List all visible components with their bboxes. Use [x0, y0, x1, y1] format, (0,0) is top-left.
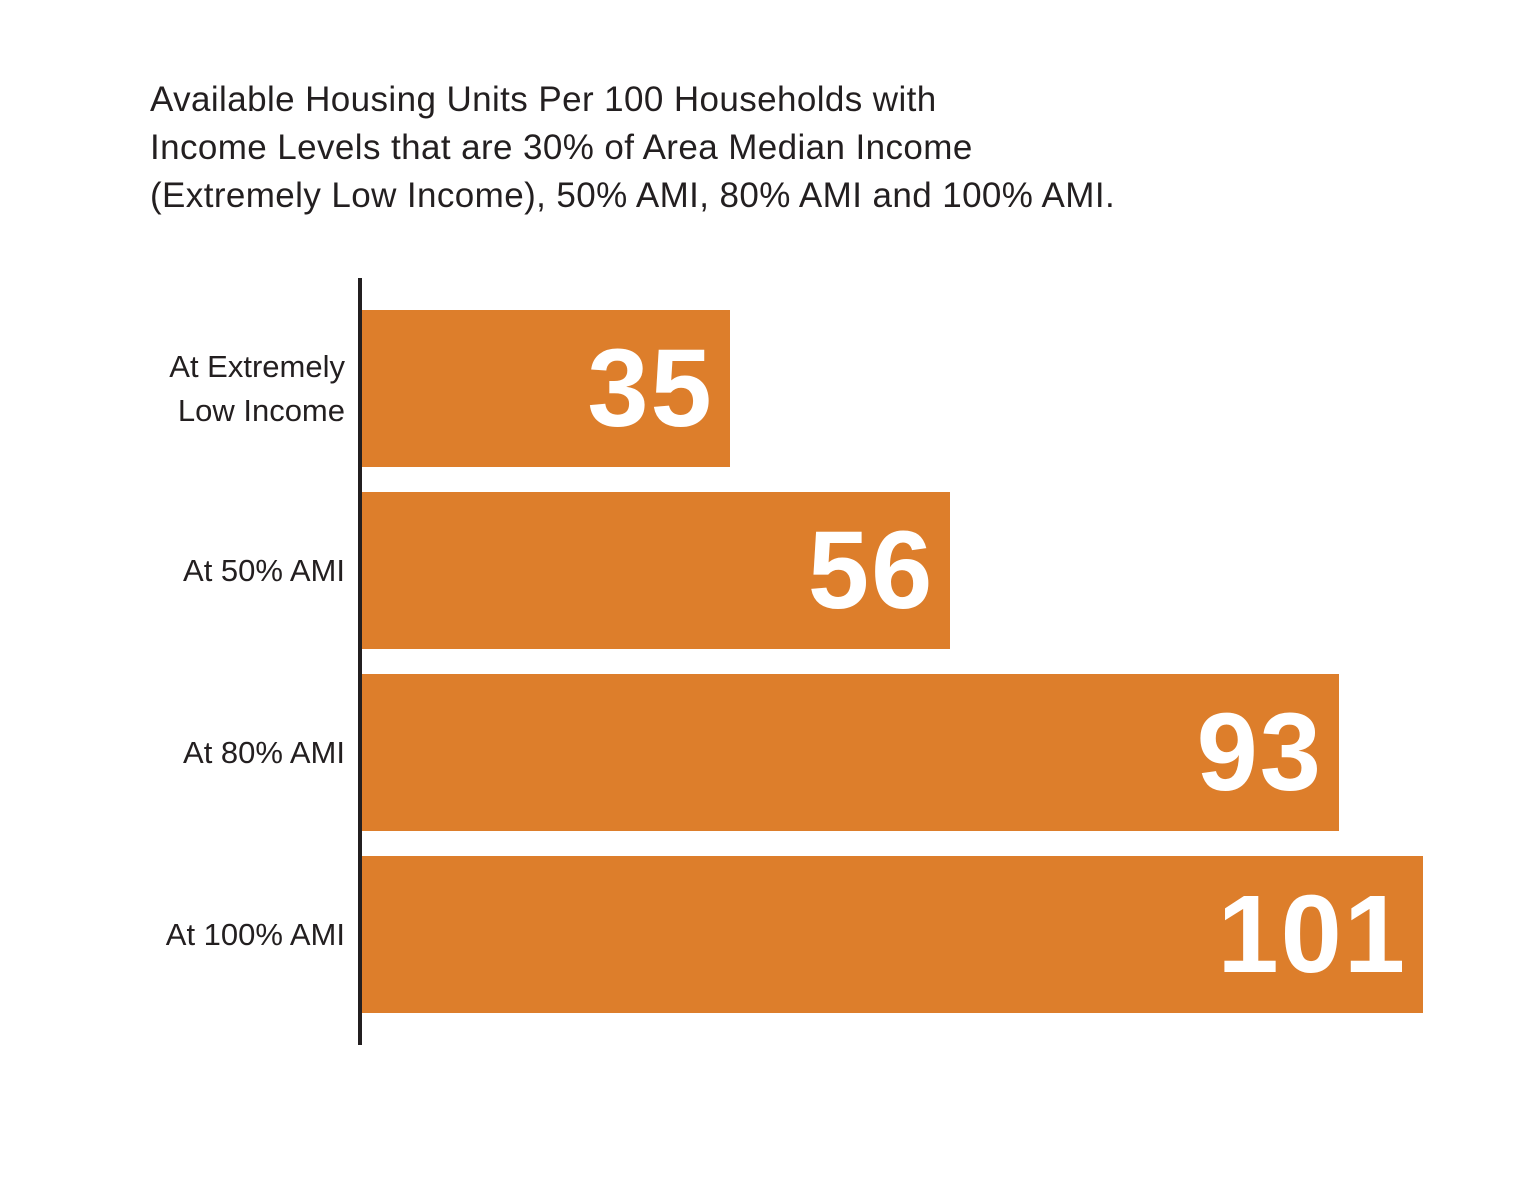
- bar: 93: [362, 674, 1339, 831]
- bar-row: At 80% AMI 93: [183, 674, 1423, 831]
- bars: At Extremely Low Income 35 At 50% AMI 56…: [166, 310, 1423, 1013]
- bar-row: At 50% AMI 56: [183, 492, 1423, 649]
- bar: 56: [362, 492, 951, 649]
- bar: 35: [362, 310, 730, 467]
- bar-category-label: At 50% AMI: [183, 552, 345, 588]
- bar-value-label: 101: [1217, 872, 1407, 996]
- bar-chart: At Extremely Low Income 35 At 50% AMI 56…: [166, 278, 1423, 1045]
- chart-title: Available Housing Units Per 100 Househol…: [150, 80, 1116, 215]
- bar-row: At 100% AMI 101: [166, 856, 1423, 1013]
- bar-category-label: At Extremely Low Income: [169, 348, 345, 428]
- bar-value-label: 35: [587, 326, 714, 450]
- bar: 101: [362, 856, 1423, 1013]
- y-axis-line: [358, 278, 362, 1045]
- bar-category-label: At 100% AMI: [165, 916, 345, 952]
- bar-category-label: At 80% AMI: [183, 734, 345, 770]
- bar-value-label: 56: [807, 508, 935, 632]
- bar-value-label: 93: [1196, 690, 1323, 814]
- bar-row: At Extremely Low Income 35: [169, 310, 1423, 467]
